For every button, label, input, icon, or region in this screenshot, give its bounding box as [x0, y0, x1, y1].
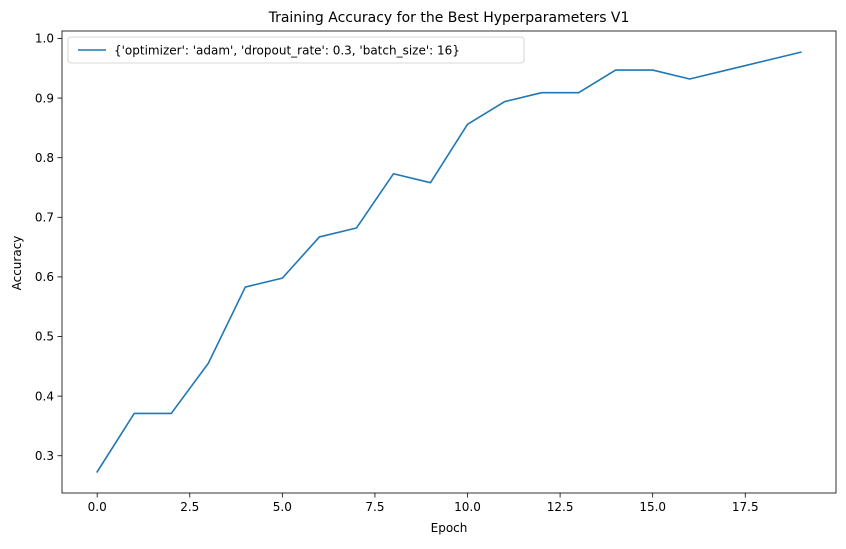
- x-tick-label: 5.0: [273, 500, 292, 514]
- x-axis-label: Epoch: [431, 521, 468, 535]
- x-tick-label: 7.5: [365, 500, 384, 514]
- y-axis-label: Accuracy: [10, 236, 24, 291]
- chart-title: Training Accuracy for the Best Hyperpara…: [268, 10, 630, 26]
- y-tick-label: 1.0: [35, 32, 54, 46]
- x-tick-label: 2.5: [180, 500, 199, 514]
- legend: {'optimizer': 'adam', 'dropout_rate': 0.…: [67, 36, 525, 64]
- y-tick-label: 0.5: [35, 330, 54, 344]
- y-tick-label: 0.3: [35, 449, 54, 463]
- legend-label: {'optimizer': 'adam', 'dropout_rate': 0.…: [114, 43, 460, 57]
- y-tick-label: 0.9: [35, 91, 54, 105]
- x-tick-label: 17.5: [732, 500, 759, 514]
- y-tick-label: 0.7: [35, 210, 54, 224]
- axes-frame: [61, 30, 837, 494]
- x-tick-label: 10.0: [454, 500, 481, 514]
- x-tick-label: 0.0: [88, 500, 107, 514]
- y-tick-label: 0.4: [35, 389, 54, 403]
- y-tick-label: 0.8: [35, 151, 54, 165]
- x-tick-label: 12.5: [547, 500, 574, 514]
- y-tick-label: 0.6: [35, 270, 54, 284]
- x-tick-label: 15.0: [639, 500, 666, 514]
- series-line: [96, 51, 802, 473]
- plot-area: 0.0 2.5 5.0 7.5 10.0 12.5 15.0 17.5 0.3 0.4 0.5 0.6…: [35, 30, 837, 514]
- legend-box: [67, 36, 525, 64]
